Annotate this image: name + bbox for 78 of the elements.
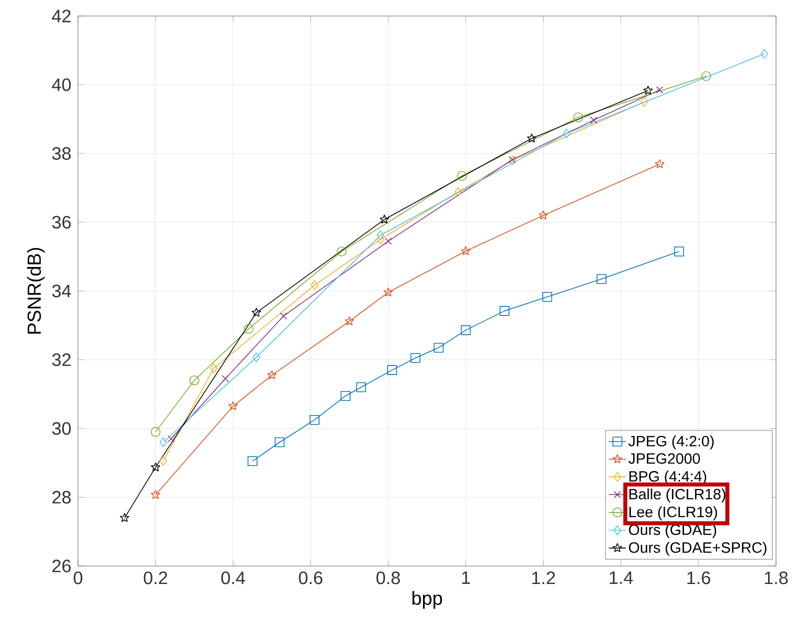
point [387, 365, 398, 375]
point [454, 187, 462, 197]
y-tick-label: 36 [52, 216, 71, 229]
point [460, 325, 471, 336]
point [310, 415, 320, 425]
point [562, 128, 570, 138]
point [189, 375, 200, 386]
point [674, 246, 684, 256]
y-axis-title: PSNR(dB) [27, 248, 45, 334]
point [244, 324, 254, 334]
y-tick-label: 26 [52, 560, 71, 572]
point [596, 274, 606, 284]
x-axis-title: bpp [412, 591, 442, 609]
point [760, 48, 768, 59]
x-tick-label: 1.4 [610, 572, 633, 584]
point [542, 292, 552, 302]
y-tick-label: 40 [52, 78, 71, 92]
point [210, 363, 218, 374]
point [643, 86, 653, 95]
point [120, 512, 130, 522]
point [274, 437, 285, 448]
point [538, 210, 548, 220]
point [640, 97, 648, 107]
point [701, 71, 712, 82]
point [656, 86, 664, 94]
legend-label: Lee (ICLR19) [629, 506, 717, 520]
legend-label: Balle (ICLR18) [629, 488, 726, 502]
y-tick-label: 42 [52, 10, 71, 22]
point [267, 370, 277, 380]
point [340, 390, 350, 401]
point [280, 312, 288, 320]
x-tick-label: 0.4 [221, 572, 246, 584]
x-tick-label: 1.6 [687, 572, 710, 584]
x-tick-label: 0.8 [376, 572, 400, 584]
y-tick-label: 34 [52, 284, 71, 298]
x-tick-label: 0.6 [298, 572, 322, 584]
point [252, 308, 262, 317]
point [222, 375, 229, 382]
point [344, 316, 354, 326]
legend-label: BPG (4:4:4) [629, 470, 706, 485]
point [654, 159, 664, 168]
point [461, 246, 470, 256]
point [167, 435, 175, 442]
y-tick-label: 38 [52, 147, 71, 160]
point [252, 352, 260, 362]
point [336, 246, 347, 256]
legend-label: Ours (GDAE+SPRC) [628, 542, 766, 556]
y-tick-label: 30 [52, 422, 71, 435]
point [160, 456, 168, 466]
point [527, 133, 536, 142]
legend-label: JPEG2000 [628, 453, 700, 464]
x-tick-label: 0.2 [144, 572, 168, 584]
point [150, 490, 160, 499]
point [310, 280, 318, 290]
point [434, 342, 444, 353]
legend-label: JPEG (4:2:0) [628, 435, 714, 450]
point [410, 353, 420, 363]
point [150, 462, 160, 472]
point [384, 238, 392, 245]
y-tick-label: 28 [52, 490, 71, 504]
point [457, 170, 467, 181]
point [376, 234, 384, 244]
point [150, 427, 160, 437]
point [228, 401, 238, 410]
point [590, 116, 598, 124]
x-tick-label: 0 [74, 572, 82, 584]
y-tick-label: 32 [52, 353, 71, 366]
point [248, 456, 258, 466]
x-tick-label: 1.8 [764, 572, 788, 584]
point [500, 306, 510, 316]
x-tick-label: 1 [462, 572, 470, 584]
point [160, 437, 168, 448]
point [380, 214, 390, 224]
x-tick-label: 1.2 [532, 572, 555, 584]
point [376, 230, 384, 240]
point [384, 287, 393, 296]
point [573, 112, 584, 122]
point [356, 382, 366, 392]
